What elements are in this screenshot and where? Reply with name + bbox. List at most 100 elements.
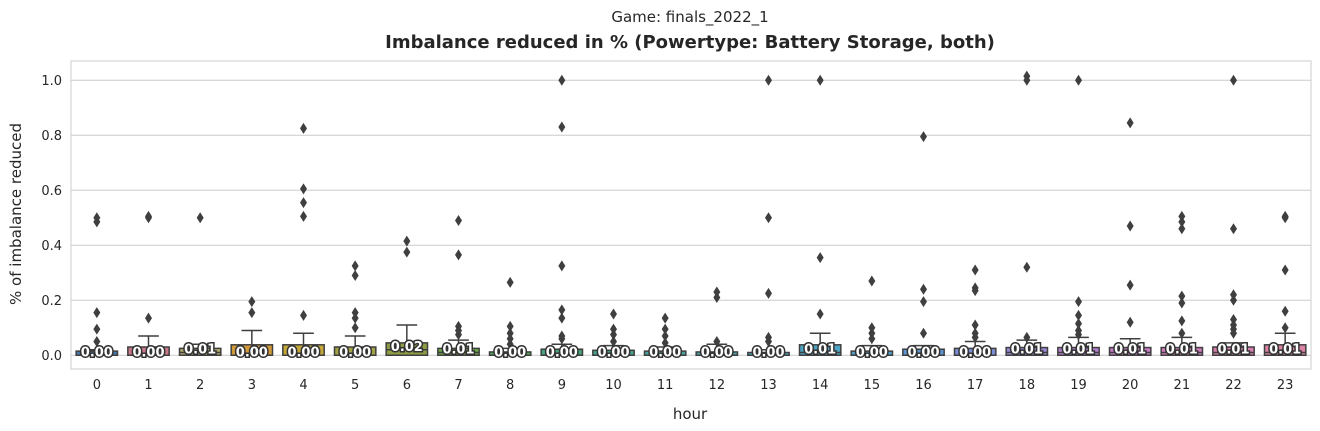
- box-iqr: [798, 344, 842, 356]
- box-hour-6: 0.02: [385, 235, 429, 356]
- x-tick-label: 9: [558, 378, 566, 393]
- median-value-label: 0.01: [1269, 343, 1301, 358]
- outlier-point: [300, 183, 307, 195]
- outlier-point: [403, 246, 411, 258]
- outlier-point: [1023, 261, 1031, 273]
- median-value-label: 0.00: [649, 345, 681, 360]
- median-value-label: 0.01: [184, 343, 216, 358]
- outlier-point: [1126, 316, 1134, 328]
- outlier-point: [1230, 74, 1237, 86]
- outlier-point: [1281, 264, 1289, 276]
- outlier-point: [971, 319, 979, 331]
- median-value-label: 0.01: [1062, 343, 1094, 358]
- y-tick-label: 0.8: [41, 129, 62, 144]
- outlier-point: [1178, 290, 1186, 302]
- median-value-label: 0.00: [752, 345, 784, 360]
- outlier-point: [971, 285, 979, 297]
- outlier-point: [1281, 212, 1289, 224]
- x-tick-label: 4: [299, 378, 307, 393]
- outlier-point: [248, 296, 256, 308]
- median-value-label: 0.00: [494, 345, 526, 360]
- box-iqr: [1057, 346, 1100, 356]
- x-tick-label: 10: [605, 378, 622, 393]
- x-tick-label: 23: [1277, 378, 1294, 393]
- outlier-point: [661, 312, 669, 324]
- outlier-point: [558, 304, 566, 316]
- outlier-point: [610, 329, 617, 341]
- box-hour-4: 0.00: [282, 122, 325, 362]
- median-value-label: 0.00: [907, 345, 939, 360]
- box-hour-7: 0.01: [437, 215, 480, 359]
- outlier-point: [1178, 216, 1186, 228]
- outlier-point: [1126, 117, 1134, 129]
- median-value-label: 0.01: [1011, 343, 1043, 358]
- chart-title: Imbalance reduced in % (Powertype: Batte…: [385, 32, 995, 53]
- median-value-label: 0.00: [339, 345, 371, 360]
- box-hour-14: 0.01: [798, 74, 842, 359]
- box-iqr: [1212, 346, 1255, 356]
- median-value-label: 0.01: [442, 343, 474, 358]
- x-tick-label: 17: [967, 378, 984, 393]
- box-hour-18: 0.01: [1005, 70, 1049, 359]
- outlier-point: [145, 312, 152, 324]
- x-tick-label: 19: [1070, 378, 1087, 393]
- box-hour-9: 0.00: [540, 74, 584, 362]
- median-value-label: 0.00: [959, 345, 991, 360]
- outlier-point: [1126, 279, 1134, 291]
- box-hour-17: 0.00: [953, 264, 997, 362]
- outlier-point: [1178, 327, 1186, 339]
- box-hour-20: 0.01: [1108, 117, 1152, 359]
- x-tick-label: 15: [864, 378, 881, 393]
- y-tick-label: 0.6: [41, 184, 62, 199]
- x-tick-label: 14: [812, 378, 829, 393]
- box-hour-11: 0.00: [643, 312, 687, 362]
- median-value-label: 0.01: [804, 343, 836, 358]
- outlier-point: [558, 260, 566, 272]
- box-hour-16: 0.00: [902, 131, 945, 362]
- outlier-point: [93, 307, 101, 319]
- box-hour-8: 0.00: [488, 276, 532, 362]
- outlier-point: [506, 276, 514, 288]
- outlier-point: [351, 312, 359, 324]
- outlier-point: [1075, 74, 1082, 86]
- outlier-point: [661, 330, 669, 342]
- outlier-point: [868, 333, 876, 345]
- outlier-point: [1230, 327, 1237, 339]
- box-iqr: [1005, 346, 1049, 356]
- outlier-point: [1075, 309, 1082, 321]
- outlier-point: [351, 260, 359, 272]
- median-value-label: 0.00: [546, 345, 578, 360]
- x-tick-label: 21: [1174, 378, 1191, 393]
- outlier-point: [506, 320, 514, 332]
- outlier-point: [558, 74, 566, 86]
- outlier-point: [920, 296, 927, 308]
- outlier-point: [971, 331, 979, 343]
- outlier-point: [1075, 329, 1082, 341]
- box-hour-13: 0.00: [747, 74, 790, 362]
- chart-suptitle: Game: finals_2022_1: [611, 8, 768, 27]
- x-tick-label: 8: [506, 378, 514, 393]
- median-value-label: 0.00: [856, 345, 888, 360]
- x-axis-label: hour: [673, 405, 708, 423]
- outlier-point: [300, 309, 307, 321]
- x-tick-label: 18: [1019, 378, 1036, 393]
- outlier-point: [1230, 294, 1237, 306]
- x-tick-label: 20: [1122, 378, 1139, 393]
- outlier-point: [816, 308, 824, 320]
- outlier-point: [765, 74, 772, 86]
- outlier-point: [1230, 223, 1237, 235]
- box-hour-23: 0.01: [1263, 210, 1307, 359]
- median-value-label: 0.00: [81, 345, 113, 360]
- outlier-point: [1281, 305, 1289, 317]
- outlier-point: [920, 131, 927, 143]
- outlier-point: [1178, 223, 1186, 235]
- x-tick-label: 0: [93, 378, 101, 393]
- outlier-point: [196, 212, 204, 224]
- outlier-point: [920, 327, 927, 339]
- x-tick-label: 2: [196, 378, 204, 393]
- outlier-point: [455, 329, 462, 341]
- median-value-label: 0.02: [391, 340, 423, 355]
- outlier-point: [661, 337, 669, 349]
- outlier-point: [765, 287, 772, 299]
- outlier-point: [610, 336, 617, 347]
